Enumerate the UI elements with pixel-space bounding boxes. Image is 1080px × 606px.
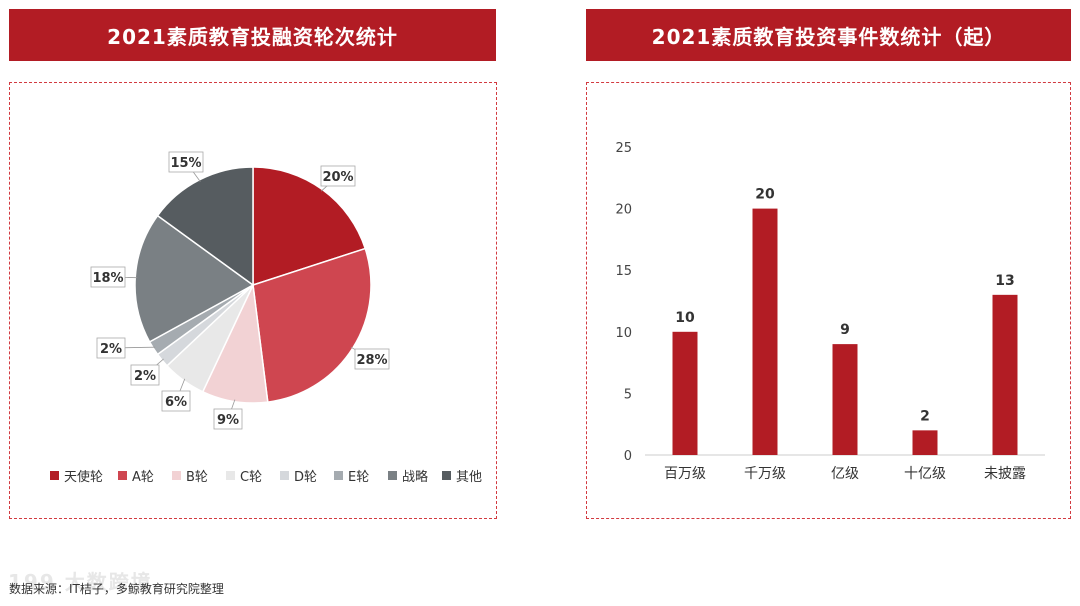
y-tick-label: 25 — [615, 141, 632, 156]
legend-swatch — [280, 471, 289, 480]
pie-chart: 20% 28% 9% 6% 2% 2% 18% 15% — [90, 151, 390, 430]
pie-data-label: 15% — [170, 156, 201, 171]
legend-swatch — [172, 471, 181, 480]
legend-label: A轮 — [132, 470, 154, 485]
pie-label-box — [96, 337, 126, 359]
pie-chart-title: 2021素质教育投融资轮次统计 — [107, 24, 398, 49]
legend-label: D轮 — [294, 470, 317, 485]
legend-label: E轮 — [348, 470, 369, 485]
y-tick-label: 15 — [615, 264, 632, 279]
x-tick-label: 十亿级 — [904, 466, 946, 482]
pie-label-box — [130, 364, 160, 386]
legend-swatch — [442, 471, 451, 480]
x-tick-label: 千万级 — [744, 466, 786, 482]
watermark-text: 199 大数跨境 — [8, 570, 153, 594]
pie-legend: 天使轮 A轮 B轮 C轮 D轮 E轮 战略 其他 — [50, 469, 482, 485]
source-note: 数据来源：IT桔子，多鲸教育研究院整理 — [9, 580, 224, 597]
pie-chart-title-banner: 2021素质教育投融资轮次统计 — [9, 9, 496, 61]
bar-data-label: 20 — [755, 187, 775, 203]
pie-data-label: 20% — [322, 170, 353, 185]
bar — [672, 331, 698, 455]
legend-label: B轮 — [186, 470, 208, 485]
pie-label-box — [320, 165, 356, 187]
bar-chart-title: 2021素质教育投资事件数统计（起） — [651, 24, 1006, 49]
x-tick-label: 亿级 — [831, 466, 859, 482]
legend-label: C轮 — [240, 470, 262, 485]
bar-chart: 0 5 10 15 20 25 10 百万级 20 千万级 9 亿级 2 十亿级 13 未披露 — [615, 141, 1045, 482]
y-tick-label: 0 — [624, 449, 632, 464]
pie-data-label: 9% — [217, 413, 239, 428]
source-note-text: 数据来源：IT桔子，多鲸教育研究院整理 — [9, 582, 224, 596]
legend-swatch — [118, 471, 127, 480]
y-tick-label: 20 — [615, 203, 632, 218]
pie-label-box — [161, 390, 191, 412]
pie-data-label: 2% — [100, 342, 122, 357]
pie-label-box — [354, 348, 390, 370]
bar — [832, 344, 858, 455]
pie-label-box — [213, 408, 243, 430]
bar-chart-panel — [586, 82, 1071, 519]
pie-data-label: 28% — [356, 353, 387, 368]
legend-label: 其他 — [456, 470, 482, 485]
bar-data-label: 9 — [840, 322, 850, 338]
legend-label: 天使轮 — [64, 469, 103, 485]
pie-data-label: 2% — [134, 369, 156, 384]
pie-chart-panel — [9, 82, 497, 519]
watermark-logo: 199 大数跨境 — [8, 566, 153, 595]
bar — [992, 294, 1018, 455]
pie-data-label: 6% — [165, 395, 187, 410]
pie-slice — [252, 166, 367, 287]
pie-data-label: 18% — [92, 271, 123, 286]
bar — [752, 208, 778, 455]
bar-data-label: 2 — [920, 408, 930, 424]
legend-swatch — [50, 471, 59, 480]
pie-label-box — [168, 151, 204, 173]
bar — [912, 430, 938, 455]
legend-swatch — [334, 471, 343, 480]
y-tick-label: 10 — [615, 326, 632, 341]
x-tick-label: 百万级 — [664, 466, 706, 482]
x-tick-label: 未披露 — [984, 466, 1026, 482]
bar-chart-title-banner: 2021素质教育投资事件数统计（起） — [586, 9, 1071, 61]
pie-label-box — [90, 266, 126, 288]
legend-swatch — [388, 471, 397, 480]
y-tick-label: 5 — [624, 387, 632, 402]
bar-data-label: 10 — [675, 310, 695, 326]
bar-data-label: 13 — [995, 273, 1014, 289]
legend-label: 战略 — [402, 469, 428, 485]
legend-swatch — [226, 471, 235, 480]
